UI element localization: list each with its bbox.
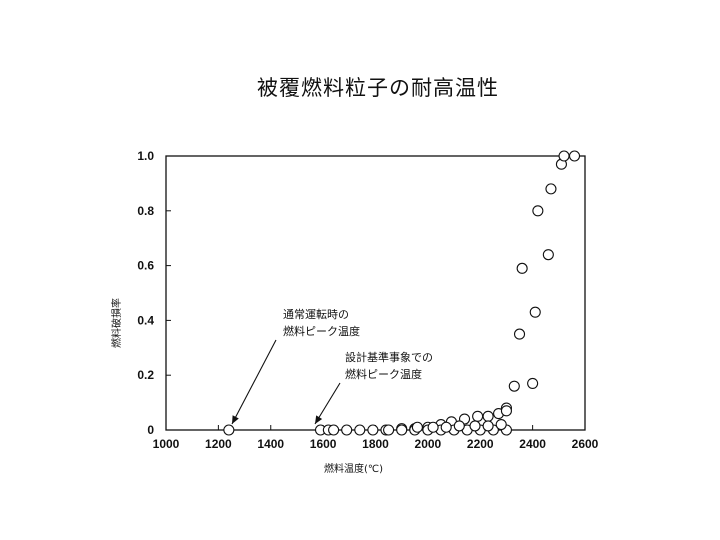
data-point xyxy=(472,410,484,422)
data-point xyxy=(482,420,494,432)
plot-frame xyxy=(165,155,586,431)
y-tick-label: 1.0 xyxy=(137,149,154,163)
annotation-text: 通常運転時の xyxy=(283,308,349,321)
annotation-arrowhead xyxy=(315,415,323,424)
annotation-arrow-line xyxy=(231,339,277,425)
data-point xyxy=(516,262,528,274)
data-point xyxy=(328,424,340,436)
x-tick-label: 2000 xyxy=(415,437,442,451)
data-point xyxy=(500,405,512,417)
data-point xyxy=(396,424,408,436)
data-point xyxy=(495,418,507,431)
data-point xyxy=(532,205,544,217)
y-tick-label: 0.4 xyxy=(137,313,154,327)
data-point xyxy=(453,420,465,432)
x-tick-label: 1600 xyxy=(310,437,337,451)
data-point xyxy=(542,249,554,261)
data-point xyxy=(482,410,494,422)
annotation-text: 燃料ピーク温度 xyxy=(345,367,422,381)
data-point xyxy=(513,328,526,340)
x-tick-label: 2600 xyxy=(572,437,599,451)
y-tick-label: 0.6 xyxy=(137,259,154,273)
x-tick-label: 2200 xyxy=(467,437,494,451)
data-point xyxy=(367,424,379,436)
x-tick-label: 1400 xyxy=(257,437,284,451)
data-point xyxy=(508,380,520,392)
x-tick-label: 2400 xyxy=(519,437,546,451)
data-point xyxy=(558,150,570,162)
data-point xyxy=(383,424,395,436)
y-axis-label: 燃料破損率 xyxy=(110,298,123,348)
data-point xyxy=(469,420,481,432)
page-title: 被覆燃料粒子の耐高温性 xyxy=(257,76,499,100)
data-point xyxy=(527,377,539,389)
data-point xyxy=(427,421,439,433)
y-tick-label: 0.2 xyxy=(137,368,154,382)
data-point xyxy=(223,424,235,436)
data-point xyxy=(440,421,452,433)
annotation-text: 設計基準事象での xyxy=(345,350,433,364)
annotation-arrowhead xyxy=(232,415,239,424)
x-tick-label: 1000 xyxy=(153,437,180,451)
y-tick-label: 0 xyxy=(147,423,154,437)
data-point xyxy=(411,421,423,433)
data-point xyxy=(354,424,366,436)
data-point xyxy=(341,424,353,436)
x-tick-label: 1800 xyxy=(362,437,389,451)
x-axis-label: 燃料温度(℃) xyxy=(324,462,383,475)
data-point xyxy=(545,183,557,195)
x-tick-label: 1200 xyxy=(205,437,232,451)
annotation-text: 燃料ピーク温度 xyxy=(283,324,360,338)
y-tick-label: 0.8 xyxy=(137,204,154,218)
data-point xyxy=(529,306,541,318)
data-point xyxy=(568,150,581,162)
annotation-arrow-line xyxy=(314,382,341,425)
